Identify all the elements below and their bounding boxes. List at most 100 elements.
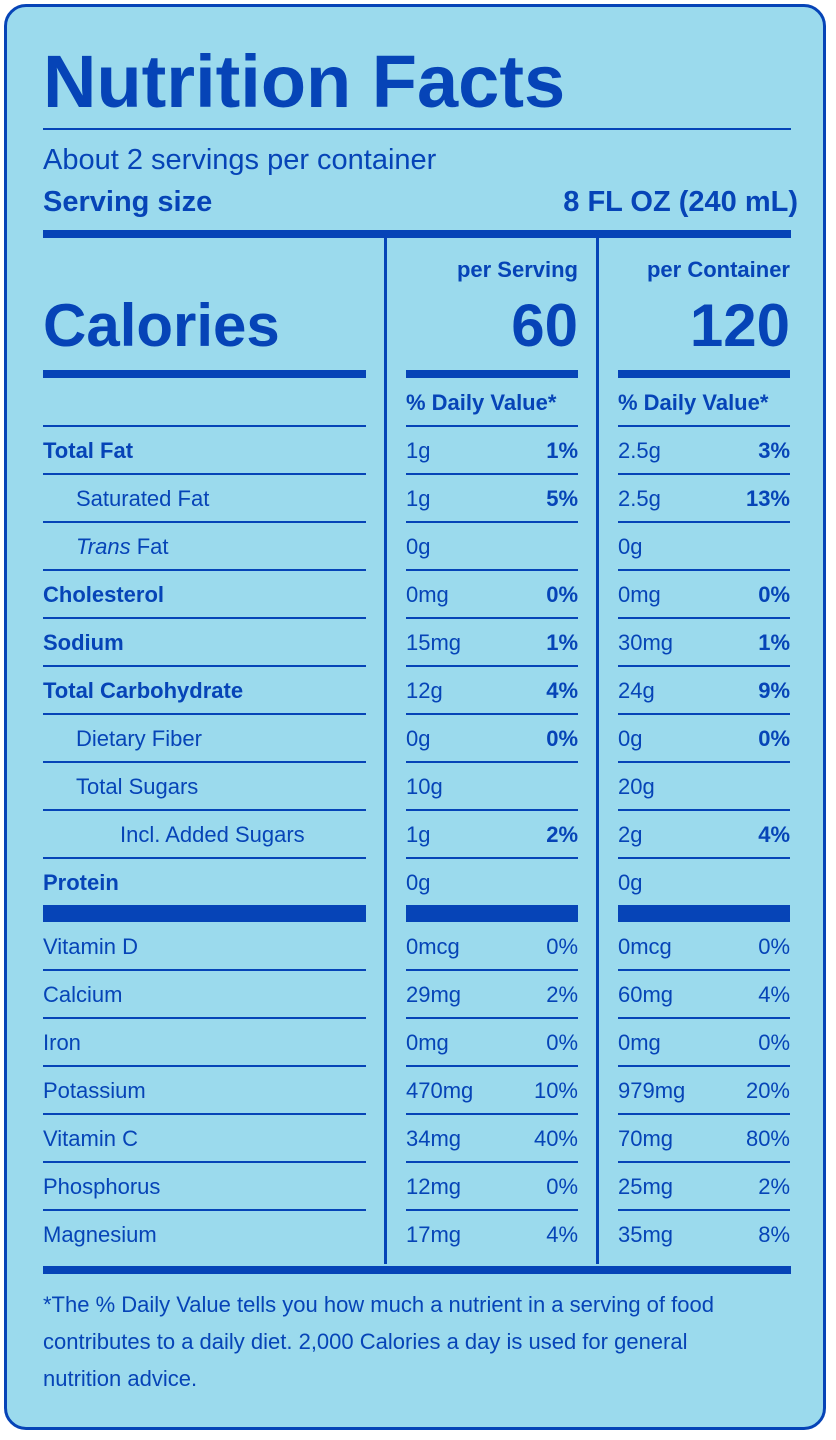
nutrient-name: Total Fat bbox=[43, 438, 134, 463]
row-divider bbox=[43, 1017, 366, 1019]
vitamin-section-bar bbox=[618, 906, 790, 922]
calories-label: Calories bbox=[43, 292, 280, 359]
serving-amount: 15mg bbox=[406, 630, 462, 655]
title-divider bbox=[43, 128, 791, 130]
row-divider bbox=[618, 1209, 790, 1211]
calories-bar-label bbox=[43, 370, 366, 378]
row-divider bbox=[618, 617, 790, 619]
serving-amount: 12g bbox=[406, 678, 443, 703]
nutrient-name: Cholesterol bbox=[43, 582, 165, 607]
row-divider bbox=[406, 857, 578, 859]
row-divider bbox=[618, 473, 790, 475]
serving-daily-value: 0% bbox=[546, 934, 578, 959]
container-amount: 0g bbox=[618, 726, 643, 751]
row-divider bbox=[406, 1161, 578, 1163]
container-daily-value: 4% bbox=[758, 982, 790, 1007]
container-amount: 2.5g bbox=[618, 486, 661, 511]
column-divider-right bbox=[596, 234, 599, 1264]
nutrient-name: Incl. Added Sugars bbox=[120, 822, 305, 847]
daily-value-heading-serving: % Daily Value* bbox=[406, 390, 557, 415]
row-divider bbox=[618, 425, 790, 427]
container-daily-value: 0% bbox=[758, 934, 790, 959]
footnote-line: *The % Daily Value tells you how much a … bbox=[43, 1292, 714, 1317]
nutrient-name: Vitamin D bbox=[43, 934, 138, 959]
container-daily-value: 0% bbox=[758, 726, 790, 751]
row-divider bbox=[43, 969, 366, 971]
daily-value-heading-container: % Daily Value* bbox=[618, 390, 769, 415]
row-divider bbox=[618, 761, 790, 763]
per-serving-heading: per Serving bbox=[456, 257, 578, 282]
servings-per-container: About 2 servings per container bbox=[43, 144, 437, 176]
container-amount: 24g bbox=[618, 678, 655, 703]
nutrient-name: Vitamin C bbox=[43, 1126, 138, 1151]
container-daily-value: 20% bbox=[745, 1078, 790, 1103]
row-divider bbox=[43, 713, 366, 715]
calories-bar-serving bbox=[406, 370, 578, 378]
serving-amount: 1g bbox=[406, 438, 431, 463]
row-divider bbox=[406, 1017, 578, 1019]
serving-daily-value: 2% bbox=[546, 982, 578, 1007]
row-divider bbox=[43, 857, 366, 859]
nutrient-name: Total Sugars bbox=[76, 774, 199, 799]
row-divider bbox=[43, 761, 366, 763]
container-amount: 70mg bbox=[618, 1126, 674, 1151]
container-amount: 35mg bbox=[618, 1222, 674, 1247]
container-daily-value: 0% bbox=[758, 1030, 790, 1055]
serving-daily-value: 0% bbox=[546, 582, 578, 607]
footnote-line: contributes to a daily diet. 2,000 Calor… bbox=[43, 1329, 688, 1354]
container-amount: 2g bbox=[618, 822, 643, 847]
container-daily-value: 80% bbox=[745, 1126, 790, 1151]
container-daily-value: 9% bbox=[758, 678, 790, 703]
nutrient-name: Protein bbox=[43, 870, 119, 895]
row-divider bbox=[618, 569, 790, 571]
row-divider bbox=[406, 473, 578, 475]
container-daily-value: 0% bbox=[758, 582, 790, 607]
nutrient-name: Saturated Fat bbox=[76, 486, 210, 511]
nutrient-name: Phosphorus bbox=[43, 1174, 161, 1199]
row-divider bbox=[406, 617, 578, 619]
container-amount: 60mg bbox=[618, 982, 674, 1007]
container-daily-value: 4% bbox=[758, 822, 790, 847]
serving-amount: 10g bbox=[406, 774, 443, 799]
serving-amount: 12mg bbox=[406, 1174, 462, 1199]
serving-daily-value: 1% bbox=[546, 630, 578, 655]
footnote: *The % Daily Value tells you how much a … bbox=[43, 1286, 793, 1397]
nutrient-name: Trans Fat bbox=[76, 534, 169, 559]
serving-amount: 29mg bbox=[406, 982, 462, 1007]
serving-daily-value: 1% bbox=[546, 438, 578, 463]
container-amount: 0mg bbox=[618, 1030, 661, 1055]
container-amount: 0g bbox=[618, 534, 643, 559]
row-divider bbox=[618, 969, 790, 971]
serving-amount: 0mg bbox=[406, 582, 449, 607]
row-divider bbox=[43, 1113, 366, 1115]
serving-daily-value: 40% bbox=[533, 1126, 578, 1151]
row-divider bbox=[43, 1065, 366, 1067]
nutrition-label bbox=[4, 4, 826, 1430]
serving-divider bbox=[43, 230, 791, 238]
column-divider-left bbox=[384, 234, 387, 1264]
serving-daily-value: 2% bbox=[546, 822, 578, 847]
serving-amount: 34mg bbox=[406, 1126, 462, 1151]
container-daily-value: 13% bbox=[745, 486, 790, 511]
serving-amount: 1g bbox=[406, 822, 431, 847]
row-divider bbox=[618, 857, 790, 859]
row-divider bbox=[406, 1209, 578, 1211]
serving-daily-value: 0% bbox=[546, 726, 578, 751]
calories-per-serving: 60 bbox=[511, 292, 578, 359]
nutrient-name: Calcium bbox=[43, 982, 123, 1007]
row-divider bbox=[406, 521, 578, 523]
row-divider bbox=[618, 809, 790, 811]
row-divider bbox=[618, 1161, 790, 1163]
nutrient-name: Dietary Fiber bbox=[76, 726, 202, 751]
row-divider bbox=[406, 713, 578, 715]
container-amount: 0mg bbox=[618, 582, 661, 607]
row-divider bbox=[618, 1113, 790, 1115]
row-divider bbox=[406, 761, 578, 763]
footnote-line: nutrition advice. bbox=[43, 1366, 198, 1391]
container-amount: 979mg bbox=[618, 1078, 686, 1103]
serving-daily-value: 0% bbox=[546, 1030, 578, 1055]
row-divider bbox=[43, 425, 366, 427]
calories-per-container: 120 bbox=[689, 292, 790, 359]
label-title: Nutrition Facts bbox=[43, 40, 566, 123]
container-daily-value: 1% bbox=[758, 630, 790, 655]
